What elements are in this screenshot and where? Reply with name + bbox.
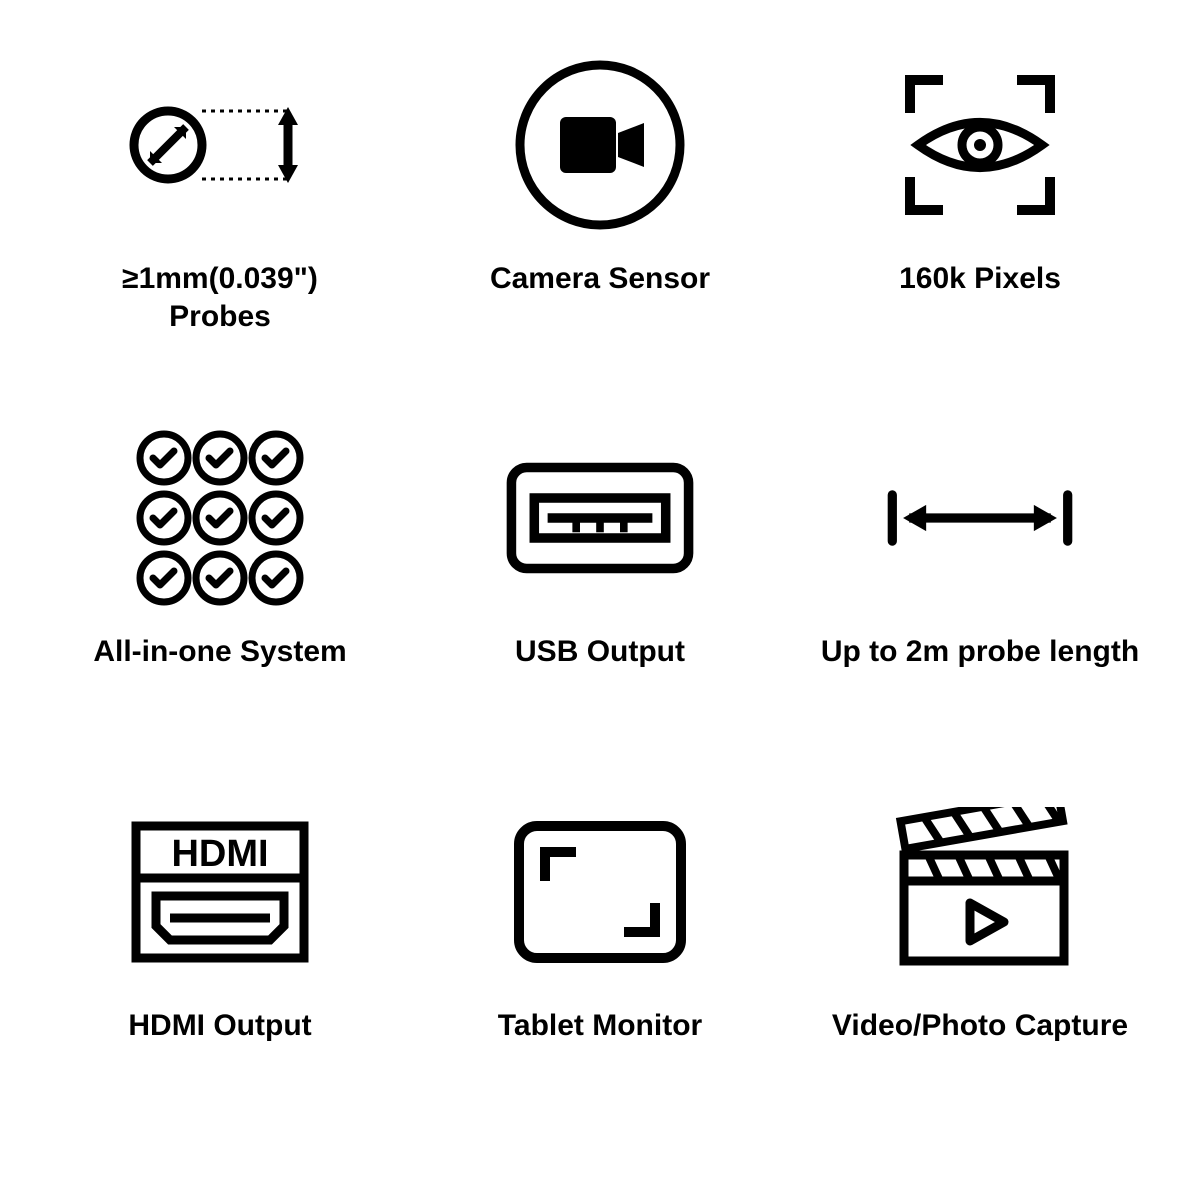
usb-port-icon [500, 433, 700, 603]
feature-cell-hdmi: HDMI HDMI Output [30, 787, 410, 1160]
feature-label: Camera Sensor [490, 260, 710, 298]
feature-label: 160k Pixels [899, 260, 1061, 298]
svg-text:HDMI: HDMI [171, 833, 268, 875]
feature-cell-allinone: All-in-one System [30, 413, 410, 786]
feature-cell-usb: USB Output [410, 413, 790, 786]
feature-cell-pixels: 160k Pixels [790, 40, 1170, 413]
checkmark-grid-icon [120, 433, 320, 603]
feature-label: Tablet Monitor [498, 1007, 702, 1045]
feature-label: USB Output [515, 633, 685, 671]
feature-label: HDMI Output [128, 1007, 311, 1045]
tablet-monitor-icon [500, 807, 700, 977]
feature-cell-capture: Video/Photo Capture [790, 787, 1170, 1160]
camera-sensor-icon [500, 60, 700, 230]
feature-label: Video/Photo Capture [832, 1007, 1128, 1045]
hdmi-port-icon: HDMI [120, 807, 320, 977]
feature-cell-probes: ≥1mm(0.039")Probes [30, 40, 410, 413]
feature-cell-tablet: Tablet Monitor [410, 787, 790, 1160]
clapperboard-icon [880, 807, 1080, 977]
feature-label: All-in-one System [93, 633, 346, 671]
feature-grid: ≥1mm(0.039")Probes Camera Sensor [0, 0, 1200, 1200]
feature-cell-length: Up to 2m probe length [790, 413, 1170, 786]
length-arrow-icon [880, 433, 1080, 603]
eye-pixels-icon [880, 60, 1080, 230]
probes-diameter-icon [120, 60, 320, 230]
feature-cell-camera: Camera Sensor [410, 40, 790, 413]
feature-label: Up to 2m probe length [821, 633, 1139, 671]
feature-label: ≥1mm(0.039")Probes [122, 260, 318, 335]
